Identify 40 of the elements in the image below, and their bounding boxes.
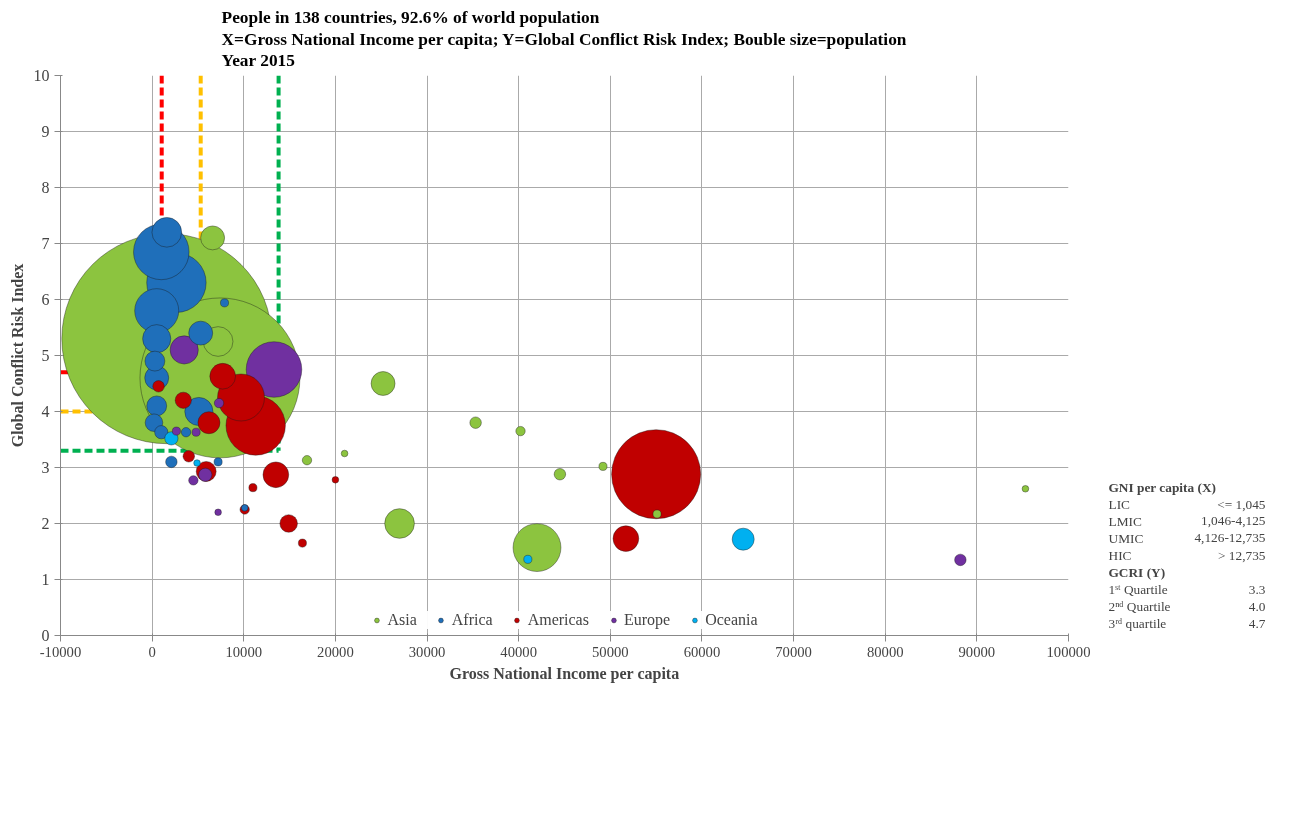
y-tick-label: 0 xyxy=(41,627,50,644)
x-axis-title: Gross National Income per capita xyxy=(449,664,680,683)
legend-label: Asia xyxy=(387,611,417,629)
y-tick-label: 3 xyxy=(41,459,50,476)
text: GNI per capita (X) xyxy=(1108,479,1216,495)
y-tick-label: 1 xyxy=(41,571,50,588)
text: LIC <= 1,045 xyxy=(1108,496,1266,512)
legend-label: Americas xyxy=(527,611,589,629)
x-tick-label: 90000 xyxy=(958,643,996,660)
x-tick-label: 100000 xyxy=(1046,643,1091,660)
y-axis-title: Global Conflict Risk Index xyxy=(8,263,26,448)
x-tick-label: 10000 xyxy=(225,643,263,660)
x-tick-label: 0 xyxy=(148,643,156,660)
x-tick-label: 80000 xyxy=(866,643,904,660)
y-tick-label: 7 xyxy=(41,235,50,252)
legend-label: Europe xyxy=(623,611,671,629)
chart-title: People in 138 countries, 92.6% of world population X=Gross National Income per capita; Y=Global Conflict Risk Index; Bouble size=population Year 2015 xyxy=(221,7,907,71)
text: LMIC 1,046-4,125 xyxy=(1108,513,1266,529)
y-tick-label: 4 xyxy=(41,403,50,420)
legend-label: Africa xyxy=(451,611,493,629)
text: 3ʳᵈ quartile 4.7 xyxy=(1108,615,1266,632)
text: HIC > 12,735 xyxy=(1108,547,1266,563)
text: GCRI (Y) xyxy=(1108,565,1166,580)
x-tick-label: 50000 xyxy=(592,643,629,660)
y-tick-label: 9 xyxy=(41,123,50,140)
x-tick-label: 20000 xyxy=(317,643,354,660)
y-tick-label: 10 xyxy=(33,67,50,84)
x-tick-label: 70000 xyxy=(775,643,812,660)
text: 2ⁿᵈ Quartile 4.0 xyxy=(1108,598,1266,615)
y-tick-label: 5 xyxy=(41,347,50,364)
text: 1ˢᵗ Quartile 3.3 xyxy=(1108,581,1266,598)
x-tick-label: 30000 xyxy=(408,643,446,660)
y-tick-label: 8 xyxy=(41,179,50,196)
y-tick-label: 2 xyxy=(41,515,50,532)
x-tick-label: -10000 xyxy=(39,643,82,660)
legend-label: Oceania xyxy=(705,611,758,629)
text: UMIC 4,126-12,735 xyxy=(1108,530,1266,546)
y-tick-label: 6 xyxy=(41,291,50,308)
x-tick-label: 60000 xyxy=(683,643,721,660)
x-tick-label: 40000 xyxy=(500,643,537,660)
